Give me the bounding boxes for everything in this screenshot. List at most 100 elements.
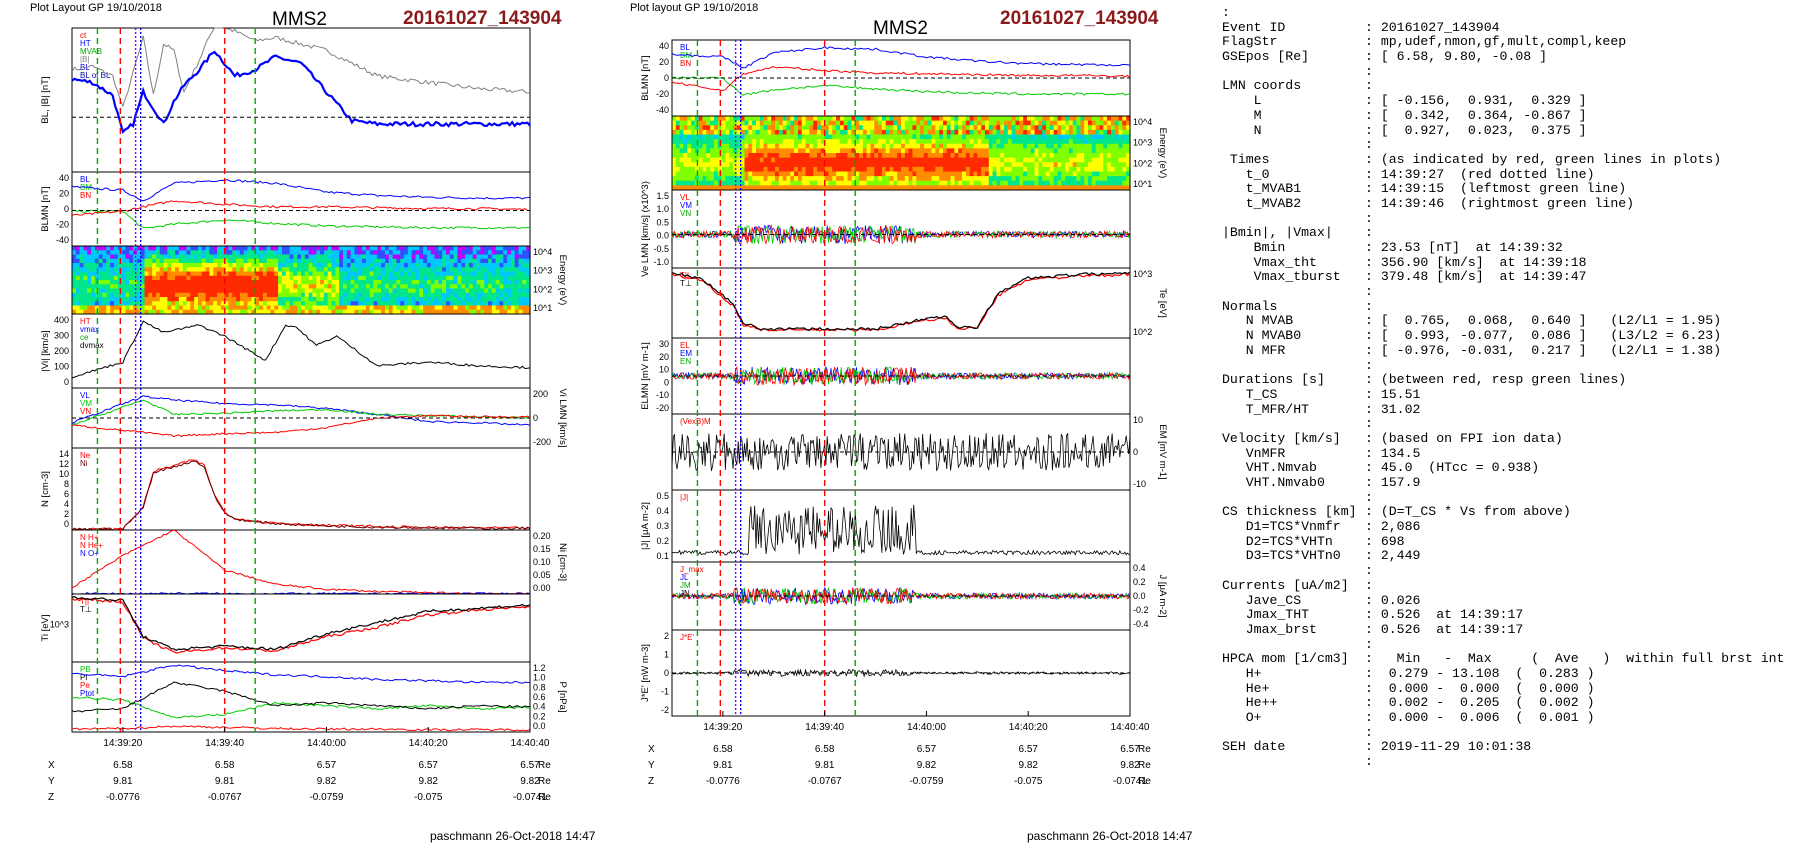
spectrogram-cell [434, 292, 439, 298]
spectrogram-cell [388, 246, 394, 251]
spectrogram-cell [278, 280, 283, 285]
spectrogram-cell [1042, 180, 1047, 186]
spectrogram-cell [522, 250, 527, 256]
spectrogram-cell [304, 271, 310, 277]
spectrogram-cell [973, 125, 978, 131]
spectrogram-cell [717, 116, 723, 122]
spectrogram-cell [228, 297, 233, 302]
spectrogram-cell [457, 250, 462, 256]
spectrogram-cell [113, 250, 119, 256]
info-label: LMN coords [1222, 78, 1302, 94]
spectrogram-cell [159, 280, 165, 285]
spectrogram-cell [335, 292, 340, 298]
spectrogram-cell [125, 254, 130, 260]
spectrogram-cell [396, 258, 401, 264]
spectrogram-cell [881, 148, 887, 154]
spectrogram-cell [354, 246, 359, 251]
spectrogram-cell [274, 292, 279, 298]
spectrogram-cell [859, 143, 864, 149]
info-value: : [ -0.976, -0.031, 0.217 ] (L2/L1 = 1.3… [1365, 342, 1722, 358]
spectrogram-cell [255, 254, 260, 260]
y-axis-label: J*E' [nW m-3] [640, 644, 651, 702]
spectrogram-cell [912, 180, 917, 186]
spectrogram-cell [106, 305, 111, 311]
spectrogram-cell [350, 309, 356, 315]
spectrogram-cell [771, 139, 776, 145]
info-row: D2=TCS*VHTn: 698 [1222, 534, 1784, 550]
spectrogram-cell [392, 297, 398, 302]
spectrogram-cell [920, 116, 925, 122]
spectrogram-cell [1000, 171, 1005, 177]
spectrogram-cell [426, 309, 432, 315]
spectrogram-cell [480, 258, 485, 264]
spectrogram-cell [297, 246, 302, 251]
spectrogram-cell [495, 292, 501, 298]
spectrogram-cell [526, 309, 531, 315]
spectrogram-cell [954, 185, 959, 191]
spectrogram-cell [362, 284, 367, 290]
spectrogram-cell [289, 309, 294, 315]
spectrogram-cell [1015, 134, 1020, 140]
series-line [71, 50, 531, 134]
spectrogram-cell [484, 263, 489, 268]
spectrogram-cell [346, 297, 352, 302]
spectrogram-cell [384, 254, 390, 260]
ephemeris-value: 6.58 [113, 760, 133, 771]
spectrogram-cell [706, 116, 711, 122]
spectrogram-cell [698, 139, 704, 145]
spectrogram-cell [942, 162, 948, 168]
spectrogram-cell [152, 250, 157, 256]
ephemeris-value: -0.0767 [208, 792, 242, 803]
spectrogram-cell [236, 267, 241, 273]
spectrogram-cell [1057, 171, 1062, 177]
spectrogram-cell [342, 284, 348, 290]
spectrogram-cell [1026, 129, 1032, 136]
spectrogram-cell [950, 185, 956, 191]
spectrogram-cell [446, 263, 451, 268]
spectrogram-cell [480, 305, 485, 311]
spectrogram-cell [786, 148, 791, 154]
spectrogram-cell [759, 176, 765, 182]
spectrogram-cell [847, 148, 852, 154]
spectrogram-cell [449, 267, 455, 273]
spectrogram-cell [786, 166, 791, 173]
series-line [71, 529, 531, 595]
spectrogram-cell [870, 129, 875, 136]
spectrogram-cell [1076, 185, 1081, 191]
spectrogram-cell [969, 166, 975, 173]
spectrogram-cell [878, 116, 883, 122]
spectrogram-cell [190, 301, 195, 307]
spectrogram-cell [323, 305, 329, 311]
spectrogram-cell [224, 297, 230, 302]
spectrogram-cell [859, 148, 864, 154]
spectrogram-cell [453, 263, 459, 268]
spectrogram-cell [262, 305, 268, 311]
spectrogram-cell [687, 129, 692, 136]
spectrogram-cell [771, 120, 776, 126]
spectrogram-cell [1030, 120, 1036, 126]
spectrogram-cell [702, 134, 707, 140]
spectrogram-cell [679, 157, 685, 163]
spectrogram-cell [1007, 139, 1013, 145]
spectrogram-cell [178, 271, 184, 277]
spectrogram-cell [981, 134, 986, 140]
spectrogram-cell [373, 305, 378, 311]
spectrogram-cell [163, 271, 169, 277]
spectrogram-cell [866, 171, 872, 177]
spectrogram-cell [832, 171, 837, 177]
y-tick-label: 1.0 [656, 204, 669, 214]
spectrogram-cell [916, 166, 921, 173]
spectrogram-cell [510, 309, 516, 315]
spectrogram-cell [87, 271, 92, 277]
spectrogram-cell [981, 180, 986, 186]
spectrogram-cell [197, 267, 203, 273]
legend-entry: Ptot [80, 689, 95, 698]
spectrogram-cell [1015, 180, 1020, 186]
spectrogram-cell [1076, 125, 1081, 131]
info-label: Jave_CS [1222, 592, 1302, 608]
spectrogram-cell [102, 297, 107, 302]
spectrogram-cell [946, 176, 952, 182]
spectrogram-cell [1019, 143, 1024, 149]
spectrogram-cell [904, 171, 910, 177]
spectrogram-cell [977, 157, 982, 163]
